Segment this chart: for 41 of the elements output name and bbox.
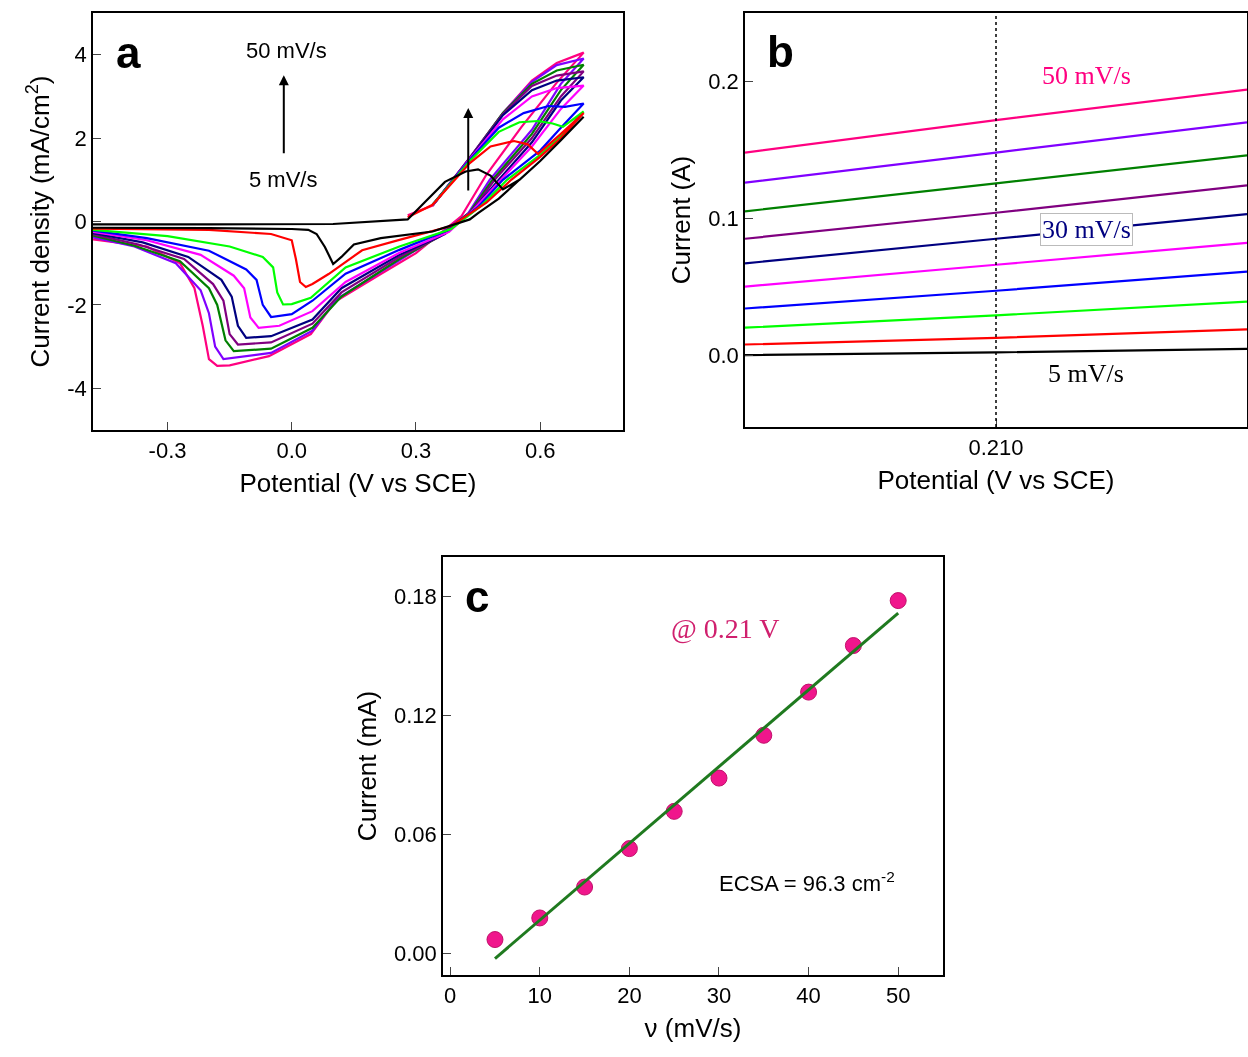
x-tick-label: 50 bbox=[885, 983, 911, 1009]
y-tick-label: 0 bbox=[74, 209, 87, 235]
y-axis-title: Current (A) bbox=[666, 155, 697, 285]
y-tick-label: 0.1 bbox=[708, 205, 739, 231]
annotation: a bbox=[116, 28, 141, 77]
x-tick-label: 0.210 bbox=[968, 435, 1024, 461]
x-tick-label: 0.6 bbox=[524, 438, 556, 464]
point bbox=[710, 769, 728, 787]
x-tick-label: 30 bbox=[706, 983, 732, 1009]
x-tick-label: 0.0 bbox=[276, 438, 308, 464]
y-tick-label: 2 bbox=[74, 125, 87, 151]
x-tick-label: 40 bbox=[796, 983, 821, 1009]
annotation: @ 0.21 V bbox=[671, 613, 780, 644]
annotation: 5 mV/s bbox=[249, 167, 318, 192]
x-tick-label: -0.3 bbox=[148, 438, 187, 464]
y-tick-label: -2 bbox=[67, 292, 87, 318]
point bbox=[889, 592, 907, 610]
y-tick-label: 4 bbox=[74, 42, 87, 68]
x-tick-label: 10 bbox=[527, 983, 553, 1009]
series-label: 5 mV/s bbox=[1048, 359, 1124, 388]
y-tick-label: 0.06 bbox=[394, 822, 437, 848]
y-tick-label: 0.18 bbox=[394, 584, 437, 610]
annotation: c bbox=[465, 572, 490, 621]
x-tick-label: 20 bbox=[617, 983, 642, 1009]
y-tick-label: -4 bbox=[67, 376, 87, 401]
x-tick-label: 0 bbox=[444, 983, 457, 1009]
y-tick-label: 0.0 bbox=[708, 342, 739, 368]
y-tick-label: 0.00 bbox=[394, 940, 437, 966]
annotation: ECSA = 96.3 cm$^{-2}$ bbox=[719, 868, 895, 897]
point bbox=[486, 931, 504, 949]
series-label: 50 mV/s bbox=[1042, 61, 1131, 90]
x-axis-title: Potential (V vs SCE) bbox=[239, 468, 477, 499]
y-axis-title: Current (mA) bbox=[351, 690, 382, 842]
annotation: b bbox=[767, 27, 794, 76]
annotation: 50 mV/s bbox=[246, 38, 327, 63]
x-axis-title: Potential (V vs SCE) bbox=[877, 465, 1115, 496]
y-tick-label: 0.12 bbox=[394, 703, 437, 729]
y-tick-label: 0.2 bbox=[708, 69, 739, 95]
x-axis-title: ν (mV/s) bbox=[644, 1013, 742, 1044]
series-label: 30 mV/s bbox=[1042, 215, 1131, 244]
x-tick-label: 0.3 bbox=[400, 438, 432, 464]
